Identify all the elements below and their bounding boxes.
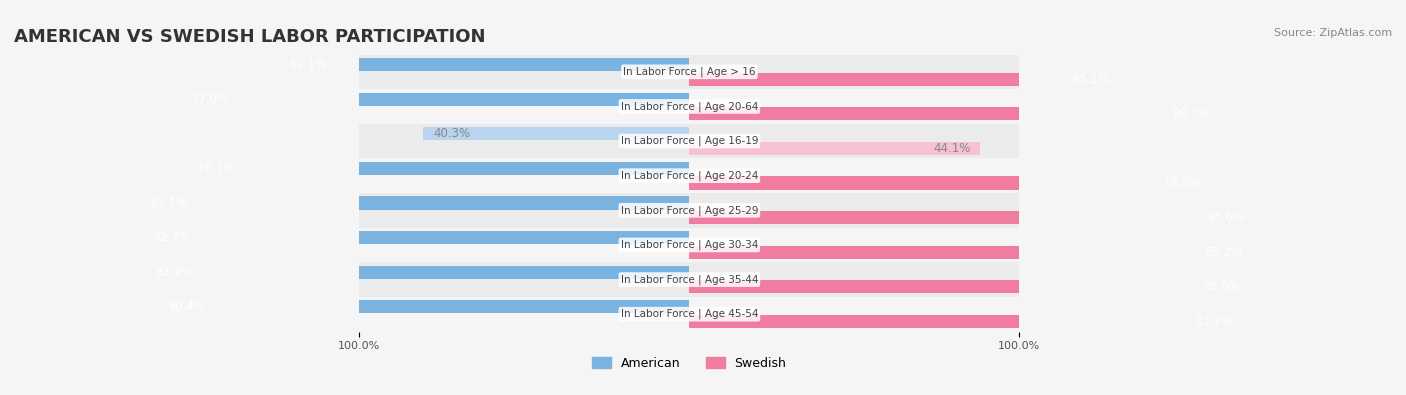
Text: 44.1%: 44.1% bbox=[934, 142, 970, 155]
Bar bbox=[360, 262, 1019, 297]
Text: 85.0%: 85.0% bbox=[1204, 280, 1240, 293]
Text: In Labor Force | Age 20-24: In Labor Force | Age 20-24 bbox=[620, 170, 758, 181]
Text: 83.7%: 83.7% bbox=[1195, 315, 1232, 328]
Bar bbox=[360, 228, 1019, 262]
Bar bbox=[360, 124, 1019, 158]
Text: 80.4%: 80.4% bbox=[169, 301, 205, 313]
Text: 85.2%: 85.2% bbox=[1205, 246, 1241, 259]
Bar bbox=[360, 89, 1019, 124]
Text: 82.4%: 82.4% bbox=[155, 266, 193, 279]
Text: 76.1%: 76.1% bbox=[197, 162, 235, 175]
Bar bbox=[689, 177, 1209, 190]
Bar bbox=[141, 196, 689, 210]
Bar bbox=[689, 315, 1241, 328]
Bar bbox=[143, 231, 689, 244]
Text: Source: ZipAtlas.com: Source: ZipAtlas.com bbox=[1274, 28, 1392, 38]
Text: 85.6%: 85.6% bbox=[1208, 211, 1244, 224]
Text: 40.3%: 40.3% bbox=[433, 127, 471, 140]
Bar bbox=[360, 55, 1019, 89]
Text: 62.1%: 62.1% bbox=[290, 58, 326, 71]
Bar bbox=[689, 280, 1250, 293]
Bar bbox=[280, 58, 689, 71]
Bar bbox=[159, 300, 689, 314]
Text: 82.7%: 82.7% bbox=[153, 231, 191, 244]
Bar bbox=[689, 211, 1254, 224]
Bar bbox=[360, 193, 1019, 228]
Text: 65.1%: 65.1% bbox=[1071, 73, 1109, 86]
Bar bbox=[360, 297, 1019, 331]
Text: In Labor Force | Age 25-29: In Labor Force | Age 25-29 bbox=[620, 205, 758, 216]
Bar bbox=[181, 92, 689, 106]
Bar bbox=[187, 162, 689, 175]
Text: AMERICAN VS SWEDISH LABOR PARTICIPATION: AMERICAN VS SWEDISH LABOR PARTICIPATION bbox=[14, 28, 485, 46]
Text: In Labor Force | Age 35-44: In Labor Force | Age 35-44 bbox=[620, 274, 758, 285]
Bar bbox=[689, 107, 1219, 120]
Text: 77.0%: 77.0% bbox=[191, 93, 228, 106]
Text: In Labor Force | Age 20-64: In Labor Force | Age 20-64 bbox=[620, 101, 758, 112]
Bar bbox=[689, 246, 1251, 259]
Bar bbox=[689, 73, 1119, 86]
Text: 83.1%: 83.1% bbox=[150, 197, 188, 209]
Text: 80.3%: 80.3% bbox=[1173, 107, 1209, 120]
Text: In Labor Force | Age > 16: In Labor Force | Age > 16 bbox=[623, 67, 755, 77]
Text: 78.8%: 78.8% bbox=[1163, 177, 1199, 190]
Bar bbox=[689, 142, 980, 155]
Legend: American, Swedish: American, Swedish bbox=[588, 352, 792, 375]
Bar bbox=[360, 158, 1019, 193]
Text: In Labor Force | Age 30-34: In Labor Force | Age 30-34 bbox=[620, 240, 758, 250]
Bar bbox=[145, 266, 689, 279]
Bar bbox=[423, 127, 689, 140]
Text: In Labor Force | Age 16-19: In Labor Force | Age 16-19 bbox=[620, 136, 758, 146]
Text: In Labor Force | Age 45-54: In Labor Force | Age 45-54 bbox=[620, 309, 758, 320]
